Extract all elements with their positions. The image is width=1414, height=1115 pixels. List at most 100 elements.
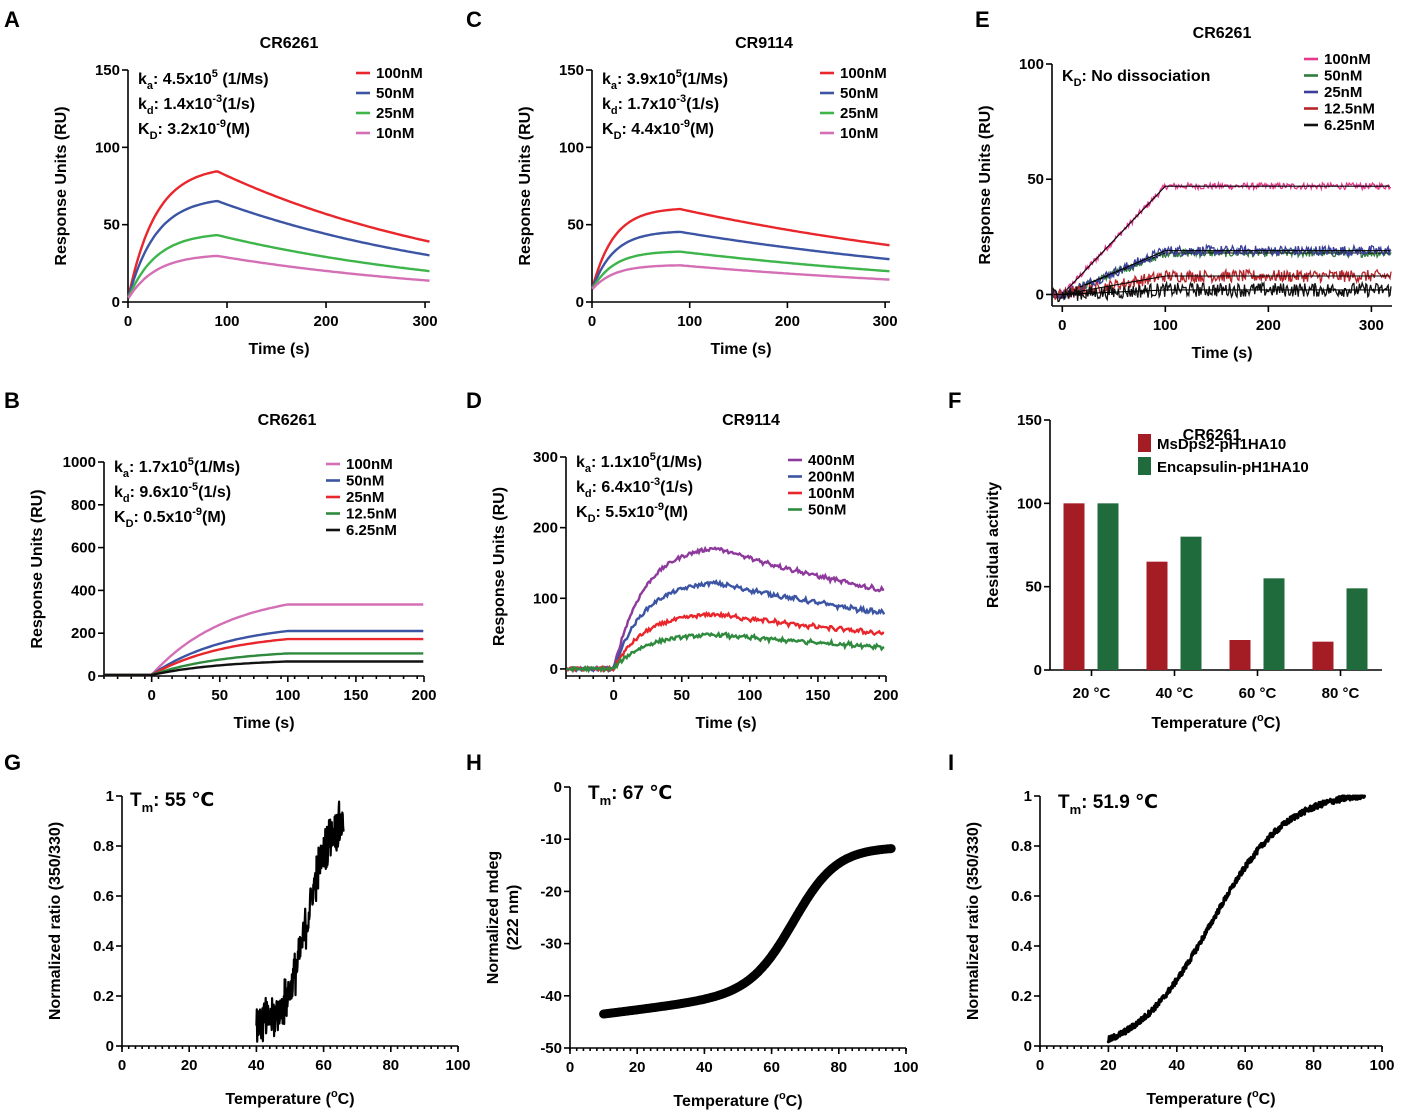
y-tick-label: 0.2 — [1011, 988, 1032, 1005]
x-tick-label: 100 — [677, 313, 702, 330]
x-tick-label: 100 — [737, 687, 762, 704]
x-axis-label-tail: C) — [786, 1093, 803, 1110]
annotation-symbol: K — [576, 504, 588, 521]
y-tick-label: 150 — [559, 62, 584, 79]
series-line — [565, 630, 885, 674]
y-tick-label: 1000 — [63, 454, 96, 471]
series-line — [127, 254, 430, 299]
y-axis-label: Response Units (RU) — [53, 106, 70, 265]
y-tick-label: 0.6 — [93, 888, 114, 905]
y-tick-label: -50 — [540, 1040, 562, 1057]
series-line — [104, 603, 424, 677]
series-line — [127, 199, 430, 298]
annotation-superscript: 5 — [188, 456, 194, 468]
tm-value: : 55 ℃ — [153, 790, 214, 811]
panel-c: C CR9114 0 50 100 150 0 100 200 300 Time (s) Respon… — [466, 7, 898, 358]
y-tick-label: 0 — [112, 294, 120, 311]
bar — [1312, 641, 1334, 670]
melt-curve — [1106, 794, 1366, 1044]
x-tick-label: 60 — [763, 1059, 780, 1076]
x-axis-label: Time (s) — [1191, 345, 1252, 362]
y-tick-label: 50 — [103, 217, 120, 234]
x-axis-label: Time (s) — [710, 341, 771, 358]
y-tick-label: 600 — [71, 540, 96, 557]
x-axis-label: Temperature (oC) — [673, 1090, 802, 1110]
x-axis-label: Temperature (oC) — [1146, 1088, 1275, 1108]
x-tick-label: 0 — [1058, 317, 1066, 334]
panel-i: I 0 0.2 0.4 0.6 0.8 1 0 20 40 60 80 100 Temperature (… — [948, 750, 1395, 1108]
annotation-unit: (1/Ms) — [682, 71, 728, 88]
x-axis-label-superscript: o — [1252, 1088, 1259, 1100]
annotation-superscript: -9 — [680, 118, 690, 130]
panel-title: CR6261 — [258, 412, 317, 429]
x-tick-label: 80 — [382, 1057, 399, 1074]
series-line — [565, 578, 886, 673]
x-tick-label: 300 — [413, 313, 438, 330]
melt-curve — [599, 844, 896, 1019]
legend-label: 100nM — [1324, 51, 1371, 68]
annotation-value: : 4.5x10 — [153, 71, 212, 88]
x-tick-label: 20 — [629, 1059, 646, 1076]
annotation-value: : 1.7x10 — [129, 459, 188, 476]
annotation-value: : 1.1x10 — [591, 454, 650, 471]
legend-label: 100nM — [376, 65, 423, 82]
y-tick-label: 0 — [554, 779, 562, 796]
y-tick-label: 300 — [533, 449, 558, 466]
y-tick-label: 200 — [533, 520, 558, 537]
melt-curve — [255, 800, 345, 1043]
annotation-superscript: -9 — [192, 506, 202, 518]
legend-label: Encapsulin-pH1HA10 — [1157, 459, 1309, 476]
panel-letter: C — [466, 7, 482, 32]
x-tick-label: 200 — [314, 313, 339, 330]
y-axis-label: Residual activity — [985, 482, 1002, 608]
panel-title: CR6261 — [1183, 427, 1242, 444]
x-tick-label: 40 — [696, 1059, 713, 1076]
y-tick-label: 1 — [1024, 788, 1032, 805]
y-tick-label: 400 — [71, 582, 96, 599]
annotation-value: : 3.2x10 — [158, 121, 217, 138]
y-tick-label: 0 — [1034, 662, 1042, 679]
legend-label: 50nM — [840, 85, 878, 102]
series-line — [591, 230, 890, 289]
annotation-unit: (1/Ms) — [194, 459, 240, 476]
legend-label: 25nM — [346, 489, 384, 506]
tm-symbol: T — [588, 783, 600, 804]
annotation-value: : 4.4x10 — [622, 121, 681, 138]
x-tick-label: 0 — [609, 687, 617, 704]
tm-annotation: Tm: 67 ℃ — [588, 783, 672, 808]
x-tick-label: 20 — [181, 1057, 198, 1074]
y-tick-label: 1 — [106, 788, 114, 805]
annotation-unit: (1/Ms) — [656, 454, 702, 471]
annotation-subscript: a — [147, 80, 154, 92]
bar — [1229, 640, 1251, 670]
legend-label: 25nM — [376, 105, 414, 122]
annotation-subscript: d — [611, 105, 618, 117]
x-tick-label: 60 — [1237, 1057, 1254, 1074]
fit-line — [1054, 289, 1390, 296]
x-tick-label: 0 — [147, 687, 155, 704]
y-tick-label: 100 — [1017, 495, 1042, 512]
annotation-value: : 1.4x10 — [154, 96, 213, 113]
series-line — [104, 637, 424, 677]
legend-label: 50nM — [346, 473, 384, 490]
panel-letter: H — [466, 750, 482, 775]
x-tick-label: 20 °C — [1073, 685, 1111, 702]
annotation-superscript: 5 — [676, 68, 682, 80]
series-line — [591, 207, 890, 289]
x-axis-label: Time (s) — [248, 341, 309, 358]
annotation-subscript: d — [147, 105, 154, 117]
x-tick-label: 50 — [211, 687, 228, 704]
annotation-symbol: K — [114, 509, 126, 526]
panel-letter: B — [4, 388, 20, 413]
legend-label: 6.25nM — [1324, 117, 1375, 134]
legend-swatch — [1138, 457, 1151, 475]
series-line — [127, 234, 430, 299]
bar — [1346, 588, 1368, 670]
tm-value: : 67 ℃ — [611, 783, 672, 804]
panel-e: E CR6261 0 50 100 0 100 200 300 Time (s) Response … — [975, 7, 1392, 362]
y-tick-label: 200 — [71, 625, 96, 642]
y-axis-label-line2: (222 nm) — [505, 885, 522, 951]
annotation-symbol: K — [138, 121, 150, 138]
tm-annotation: Tm: 55 ℃ — [130, 790, 214, 815]
y-tick-label: 50 — [1025, 579, 1042, 596]
